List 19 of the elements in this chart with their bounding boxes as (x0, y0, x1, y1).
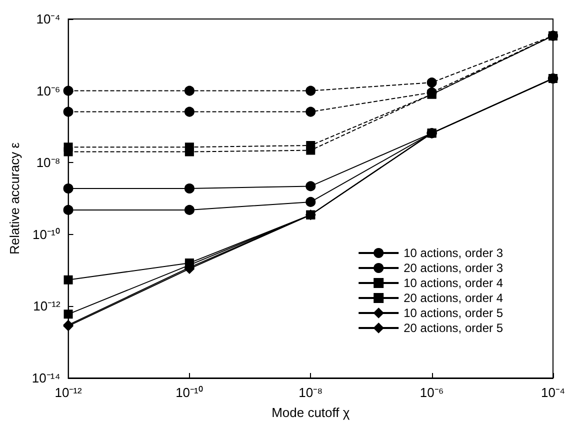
x-tick-label: 10⁻¹⁰ (176, 385, 204, 400)
x-tick-label: 10⁻⁸ (298, 385, 323, 400)
y-tick-label: 10⁻¹² (33, 298, 61, 314)
x-tick-label: 10⁻⁶ (420, 385, 444, 400)
y-tick-label: 10⁻⁴ (36, 12, 60, 26)
legend-label: 20 actions, order 4 (404, 291, 504, 305)
legend-label: 20 actions, order 5 (404, 321, 504, 335)
y-axis-title: Relative accuracy ε (7, 142, 22, 255)
y-tick-label: 10⁻⁸ (36, 155, 60, 170)
x-axis-title: Mode cutoff χ (272, 405, 350, 420)
legend-label: 20 actions, order 3 (404, 261, 504, 275)
legend-label: 10 actions, order 5 (404, 306, 504, 320)
legend-label: 10 actions, order 4 (404, 276, 504, 290)
x-tick-label: 10⁻⁴ (540, 385, 566, 400)
y-tick-label: 10⁻¹⁰ (32, 226, 60, 242)
legend-label: 10 actions, order 3 (404, 246, 504, 260)
x-tick-label: 10⁻¹² (54, 385, 82, 400)
y-tick-label: 10⁻¹⁴ (32, 370, 60, 386)
y-tick-label: 10⁻⁶ (36, 83, 60, 98)
